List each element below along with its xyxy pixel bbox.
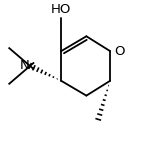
Text: N: N <box>19 59 29 73</box>
Text: HO: HO <box>51 2 71 16</box>
Text: O: O <box>114 45 124 58</box>
